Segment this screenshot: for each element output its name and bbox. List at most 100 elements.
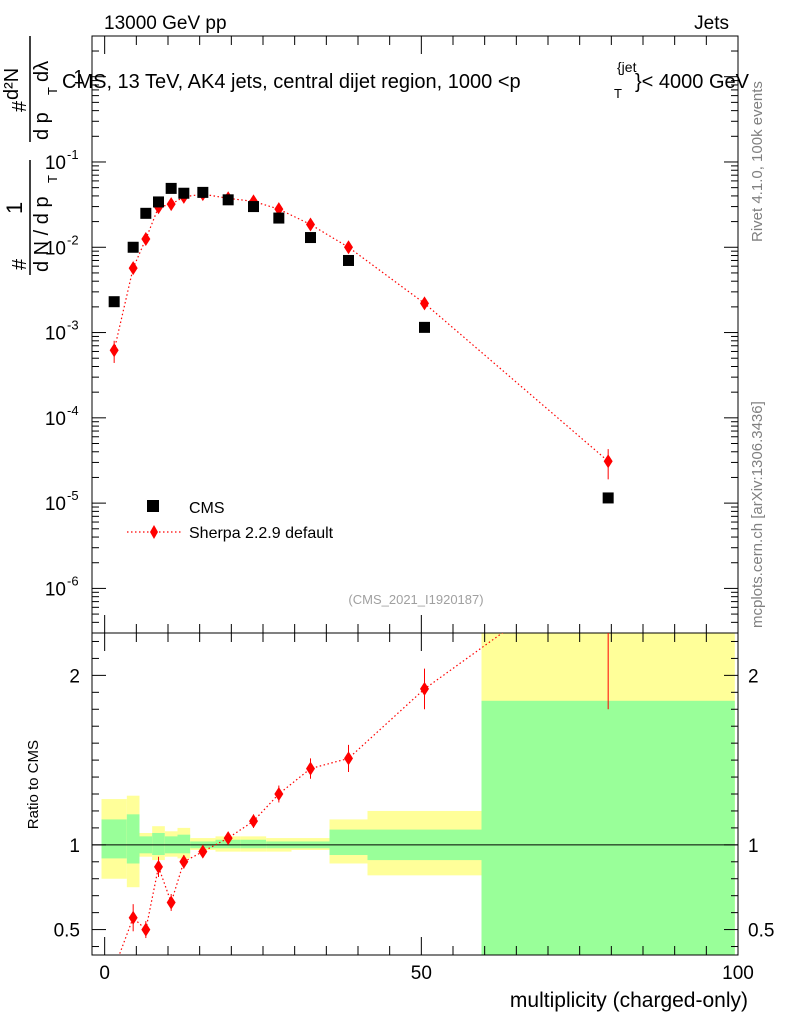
mc-main-point-12 (420, 296, 429, 311)
mc-ratio-point-1 (128, 910, 138, 925)
main-plot-frame (91, 35, 739, 634)
data-main-point-7 (222, 194, 234, 206)
mc-main-point-1 (128, 261, 138, 276)
ylabel-right-hash: # (9, 100, 31, 112)
band-inner-1 (126, 814, 140, 864)
ylabel-right-numerator: d²N (1, 68, 23, 100)
data-main-point-5 (178, 187, 190, 199)
mc-main-point-4 (166, 197, 176, 212)
analysis-watermark: (CMS_2021_I1920187) (348, 592, 483, 607)
mc-series-main (109, 187, 613, 480)
band-inner-13 (481, 700, 735, 955)
data-main-point-9 (273, 212, 285, 224)
band-inner-0 (101, 819, 127, 859)
axis-ticks: 10 -610 -510 -410 -310 -210 -110 50 1000.5 0.51 12… (45, 35, 774, 984)
data-main-point-4 (165, 182, 177, 194)
mc-ratio-point-7 (223, 831, 233, 846)
band-inner-11 (329, 829, 368, 856)
data-main-point-8 (248, 201, 259, 213)
data-main-point-2 (140, 207, 152, 219)
ylabel-left-one: 1 (2, 202, 27, 214)
mc-ratio-point-12 (420, 681, 429, 696)
data-main-point-10 (305, 232, 316, 244)
energy-label: 13000 GeV pp (104, 13, 227, 34)
category-label: Jets (694, 13, 729, 34)
main-y-tick-exp-5: -1 (67, 147, 79, 162)
rivet-version-label: Rivet 4.1.0, 100k events (749, 81, 766, 242)
band-inner-5 (177, 834, 191, 854)
band-inner-8 (240, 839, 267, 849)
mc-ratio-point-10 (306, 761, 315, 776)
ylabel-left-denominator: d N / d p (31, 196, 53, 272)
legend: CMS Sherpa 2.2.9 default (127, 500, 334, 542)
mc-ratio-point-0 (110, 962, 119, 976)
ratio-y-tick-label-left-2: 2 (69, 666, 80, 687)
mc-main-point-10 (306, 217, 315, 232)
mc-ratio-point-13 (604, 550, 613, 564)
mc-ratio-point-4 (166, 895, 176, 910)
plot-title-superscript: {jet (617, 59, 637, 75)
ratio-y-tick-label-right-0: 0.5 (748, 921, 774, 942)
data-main-point-0 (108, 296, 120, 308)
mc-main-line (113, 193, 609, 462)
legend-mc-label: Sherpa 2.2.9 default (189, 525, 334, 542)
ylabel-right-denominator: d p (31, 112, 53, 140)
mc-ratio-point-5 (179, 854, 189, 869)
mc-main-point-11 (344, 240, 353, 255)
ratio-y-axis-label: Ratio to CMS (25, 740, 42, 829)
band-inner-3 (152, 832, 165, 856)
main-y-tick-label-6: 1 (73, 68, 84, 89)
plot-title-text: CMS, 13 TeV, AK4 jets, central dijet reg… (62, 71, 521, 93)
plot-title-part1: CMS, 13 TeV, AK4 jets, central dijet reg… (62, 71, 521, 93)
main-y-tick-exp-4: -2 (67, 232, 79, 247)
mc-ratio-point-3 (154, 859, 163, 874)
plot-title: CMS, 13 TeV, AK4 jets, central dijet reg… (62, 59, 750, 101)
mc-ratio-point-9 (274, 787, 284, 801)
legend-data-marker (147, 500, 159, 512)
mc-ratio-point-11 (344, 751, 353, 766)
legend-data-label: CMS (189, 500, 225, 517)
main-y-tick-label-0: 10 (45, 579, 66, 600)
data-main-point-3 (153, 196, 164, 208)
ylabel-right-denominator-sub: T (45, 87, 60, 95)
ratio-y-tick-label-right-2: 2 (748, 666, 759, 687)
ylabel-left-hash: # (9, 258, 31, 270)
data-main-point-13 (602, 492, 614, 504)
main-y-tick-label-2: 10 (45, 409, 66, 430)
ratio-x-tick-label-0: 0 (99, 963, 110, 984)
ratio-y-tick-label-left-1: 1 (69, 836, 80, 857)
x-axis-label: multiplicity (charged-only) (510, 989, 748, 1012)
data-main-point-12 (419, 321, 430, 333)
data-series-main (108, 182, 614, 504)
mc-main-point-13 (603, 454, 613, 469)
main-y-tick-label-4: 10 (45, 238, 66, 259)
ratio-y-tick-label-left-0: 0.5 (54, 921, 80, 942)
main-y-tick-exp-2: -4 (67, 403, 79, 418)
plot-title-subscript: T (614, 86, 622, 101)
uncertainty-bands (101, 633, 735, 955)
main-y-tick-label-1: 10 (45, 494, 66, 515)
main-y-axis-label: # 1 d N / d p T # d²N d p T dλ (1, 36, 60, 275)
mc-ratio-point-2 (141, 922, 151, 937)
mc-series-ratio (110, 550, 613, 976)
data-main-point-6 (197, 186, 209, 198)
main-y-tick-exp-3: -3 (67, 318, 79, 333)
mc-ratio-point-8 (249, 814, 258, 829)
main-y-tick-label-5: 10 (45, 153, 66, 174)
mc-main-point-2 (141, 231, 151, 246)
mcplots-label: mcplots.cern.ch [arXiv:1306.3436] (749, 401, 766, 628)
legend-mc-marker (150, 525, 158, 539)
data-main-point-11 (343, 254, 354, 266)
mc-ratio-point-6 (198, 844, 208, 859)
ratio-x-tick-label-2: 100 (722, 963, 754, 984)
plot-title-part2: }< 4000 GeV (635, 71, 750, 93)
ratio-y-tick-label-right-1: 1 (748, 836, 759, 857)
mc-main-point-0 (109, 343, 119, 358)
ylabel-left-denominator-sub: T (45, 175, 60, 183)
main-y-tick-label-3: 10 (45, 324, 66, 345)
main-y-tick-exp-0: -6 (67, 573, 79, 588)
data-main-point-1 (127, 241, 139, 253)
ratio-x-tick-label-1: 50 (411, 963, 432, 984)
ylabel-right-denominator-end: dλ (31, 61, 53, 82)
